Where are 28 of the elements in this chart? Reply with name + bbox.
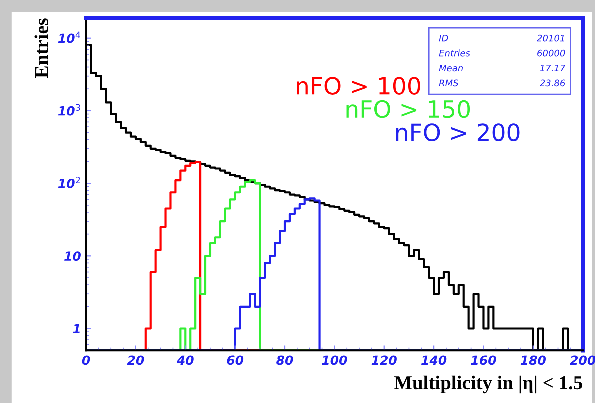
x-axis-title: Multiplicity in |η| < 1.5 (394, 376, 582, 394)
x-tick-label: 40 (176, 356, 194, 366)
x-tick-label: 20 (127, 356, 144, 366)
y-tick-label: 10$^{3}$ (58, 104, 80, 116)
annotation: 60000 (538, 50, 566, 57)
x-tick-label: 80 (276, 356, 294, 366)
y-tick-label: 1 (73, 324, 80, 334)
annotation: Entries (439, 50, 470, 57)
annotation: ID (439, 35, 448, 42)
x-tick-label: 160 (471, 356, 496, 366)
x-tick-label: 0 (82, 356, 90, 366)
y-tick-label: 10$^{2}$ (58, 176, 80, 188)
annotation: Mean (439, 64, 464, 72)
annotation: 23.86 (540, 80, 566, 87)
text: nFO > 150 (346, 100, 470, 118)
y-tick-label: 10$^{4}$ (58, 32, 81, 44)
annotation: 20101 (537, 34, 564, 42)
text: nFO > 100 (297, 77, 420, 95)
x-tick-label: 100 (322, 356, 348, 366)
x-tick-label: 180 (520, 356, 546, 366)
annotation: RMS (439, 80, 459, 87)
text: nFO > 200 (396, 124, 520, 142)
y-tick-label: 10 (64, 252, 81, 262)
annotation: 17.17 (540, 64, 566, 72)
x-tick-label: 120 (372, 356, 397, 366)
x-tick-label: 140 (422, 356, 447, 366)
y-axis-title: Entries (34, 18, 48, 78)
x-tick-label: 60 (227, 356, 244, 366)
